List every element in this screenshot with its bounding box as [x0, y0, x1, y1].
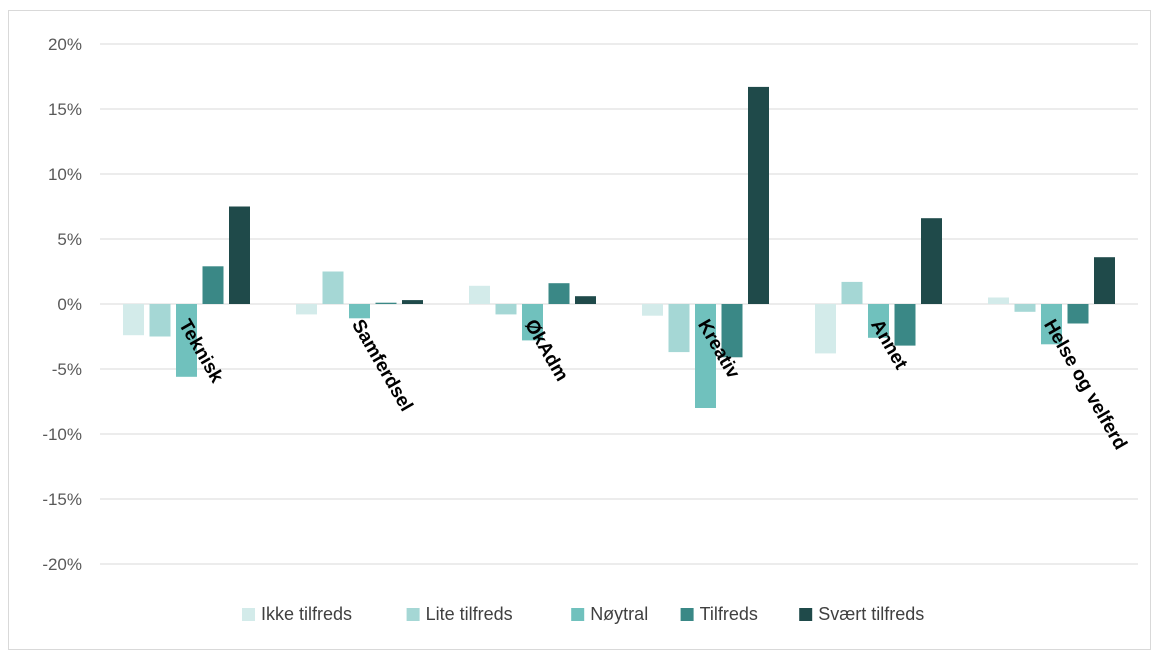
category-label: Helse og velferd	[1039, 316, 1131, 454]
legend-swatch	[799, 608, 813, 621]
bar-nøytral	[868, 304, 889, 338]
bar-nøytral	[176, 304, 197, 377]
bar-tilfreds	[894, 304, 916, 346]
bar-svært-tilfreds	[402, 300, 423, 304]
bar-tilfreds	[721, 304, 743, 358]
bar-lite-tilfreds	[322, 271, 344, 304]
bar-tilfreds	[202, 266, 224, 304]
legend-swatch	[571, 608, 585, 621]
bar-lite-tilfreds	[668, 304, 690, 353]
legend-label: Nøytral	[590, 604, 648, 624]
legend-swatch	[680, 608, 694, 621]
bar-ikke-tilfreds	[296, 304, 317, 315]
bar-svært-tilfreds	[748, 86, 769, 305]
bar-ikke-tilfreds	[469, 285, 490, 304]
bar-ikke-tilfreds	[642, 304, 663, 316]
y-tick-label: 15%	[48, 100, 82, 119]
legend-swatch	[242, 608, 255, 621]
bar-svært-tilfreds	[1094, 257, 1115, 304]
category-label: ØkAdm	[520, 316, 572, 385]
legend-label: Lite tilfreds	[426, 604, 513, 624]
bar-nøytral	[522, 304, 543, 341]
bar-tilfreds	[548, 283, 570, 304]
legend-label: Tilfreds	[700, 604, 758, 624]
bar-lite-tilfreds	[841, 281, 863, 304]
bar-svært-tilfreds	[229, 206, 250, 304]
chart-frame	[8, 10, 1151, 650]
legend-label: Ikke tilfreds	[261, 604, 352, 624]
y-tick-label: 20%	[48, 35, 82, 54]
y-tick-label: -20%	[42, 555, 82, 574]
y-tick-label: 0%	[57, 295, 82, 314]
bar-nøytral	[695, 304, 716, 408]
legend-label: Svært tilfreds	[818, 604, 924, 624]
bar-tilfreds	[1067, 304, 1089, 324]
bar-ikke-tilfreds	[123, 304, 144, 336]
y-tick-label: -5%	[52, 360, 82, 379]
bar-lite-tilfreds	[1014, 304, 1036, 312]
y-tick-label: -10%	[42, 425, 82, 444]
bar-lite-tilfreds	[495, 304, 517, 315]
bar-lite-tilfreds	[149, 304, 171, 337]
bar-nøytral	[349, 304, 370, 319]
bar-ikke-tilfreds	[815, 304, 836, 354]
y-tick-label: 5%	[57, 230, 82, 249]
bar-tilfreds	[375, 302, 397, 304]
y-tick-label: 10%	[48, 165, 82, 184]
legend-swatch	[406, 608, 420, 621]
bar-ikke-tilfreds	[988, 297, 1009, 304]
bar-svært-tilfreds	[921, 218, 942, 304]
category-label: Samferdsel	[347, 316, 416, 415]
bar-nøytral	[1041, 304, 1062, 345]
bar-svært-tilfreds	[575, 296, 596, 304]
y-tick-label: -15%	[42, 490, 82, 509]
